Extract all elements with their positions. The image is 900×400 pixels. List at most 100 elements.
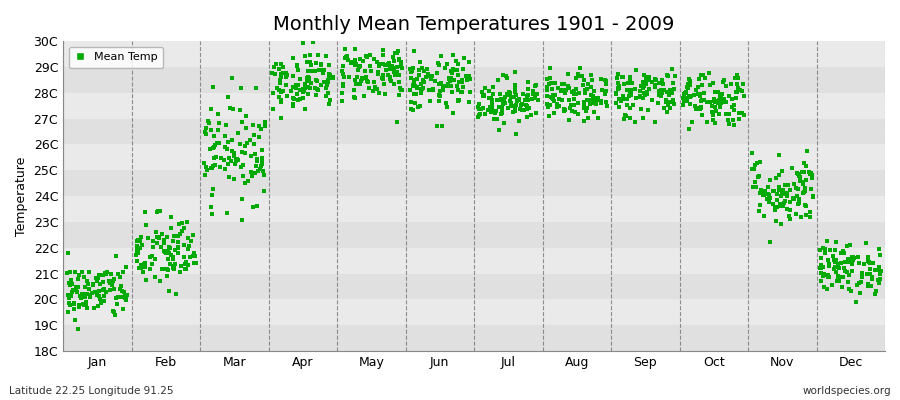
- Point: [707, 98, 722, 105]
- Point: [344, 60, 358, 66]
- Point: [279, 82, 293, 88]
- Point: [486, 90, 500, 97]
- Point: [61, 308, 76, 315]
- Point: [711, 100, 725, 106]
- Point: [561, 71, 575, 77]
- Point: [176, 242, 191, 248]
- Point: [813, 247, 827, 253]
- Point: [92, 293, 106, 299]
- Point: [272, 87, 286, 93]
- Point: [719, 98, 733, 105]
- Point: [543, 75, 557, 81]
- Point: [730, 72, 744, 78]
- Point: [477, 92, 491, 98]
- Point: [610, 86, 625, 92]
- Point: [616, 93, 630, 99]
- Point: [82, 268, 96, 275]
- Point: [130, 248, 144, 254]
- Point: [292, 87, 307, 93]
- Point: [464, 76, 478, 82]
- Point: [623, 87, 637, 93]
- Point: [655, 90, 670, 96]
- Point: [841, 279, 855, 286]
- Point: [347, 76, 362, 83]
- Point: [250, 168, 265, 174]
- Point: [590, 97, 604, 103]
- Point: [492, 104, 507, 110]
- Point: [472, 105, 486, 112]
- Point: [254, 163, 268, 169]
- Point: [775, 168, 789, 174]
- Point: [804, 170, 818, 176]
- Point: [364, 68, 378, 74]
- Point: [622, 92, 636, 99]
- Point: [320, 82, 334, 88]
- Point: [335, 90, 349, 96]
- Point: [391, 50, 405, 56]
- Point: [273, 80, 287, 86]
- Point: [665, 66, 680, 73]
- Point: [217, 157, 231, 163]
- Point: [511, 96, 526, 102]
- Point: [507, 94, 521, 100]
- Point: [320, 79, 335, 85]
- Point: [304, 68, 319, 74]
- Point: [345, 36, 359, 42]
- Point: [62, 295, 77, 301]
- Point: [714, 95, 728, 102]
- Point: [225, 148, 239, 154]
- Point: [638, 92, 652, 98]
- Point: [286, 103, 301, 109]
- Point: [845, 257, 859, 263]
- Point: [91, 288, 105, 294]
- Point: [816, 244, 831, 251]
- Point: [472, 112, 486, 118]
- Point: [446, 66, 460, 72]
- Point: [186, 250, 201, 256]
- Point: [584, 84, 598, 90]
- Point: [562, 85, 576, 91]
- Point: [63, 269, 77, 276]
- Point: [371, 69, 385, 75]
- Point: [680, 84, 695, 90]
- Point: [688, 103, 702, 110]
- Point: [151, 207, 166, 214]
- Point: [132, 264, 147, 271]
- Point: [178, 266, 193, 272]
- Point: [69, 284, 84, 290]
- Point: [392, 72, 406, 78]
- Point: [372, 63, 386, 70]
- Point: [585, 77, 599, 83]
- Point: [842, 286, 856, 292]
- Point: [119, 294, 133, 300]
- Point: [390, 118, 404, 125]
- Legend: Mean Temp: Mean Temp: [68, 47, 163, 68]
- Point: [207, 155, 221, 161]
- Point: [680, 96, 694, 103]
- Point: [526, 91, 540, 98]
- Point: [761, 199, 776, 206]
- Point: [92, 271, 106, 278]
- Point: [780, 182, 795, 188]
- Point: [409, 83, 423, 89]
- Point: [419, 65, 434, 72]
- Point: [730, 81, 744, 87]
- Point: [727, 102, 742, 108]
- Point: [478, 84, 492, 91]
- Point: [760, 191, 775, 197]
- Point: [752, 202, 767, 208]
- Point: [353, 81, 367, 87]
- Point: [109, 252, 123, 259]
- Point: [485, 106, 500, 112]
- Point: [842, 272, 856, 278]
- Point: [539, 93, 554, 99]
- Point: [696, 112, 710, 118]
- Point: [515, 107, 529, 114]
- Point: [158, 249, 173, 256]
- Point: [335, 98, 349, 104]
- Point: [395, 65, 410, 72]
- Point: [815, 273, 830, 279]
- Point: [411, 67, 426, 73]
- Point: [706, 117, 721, 124]
- Point: [843, 242, 858, 248]
